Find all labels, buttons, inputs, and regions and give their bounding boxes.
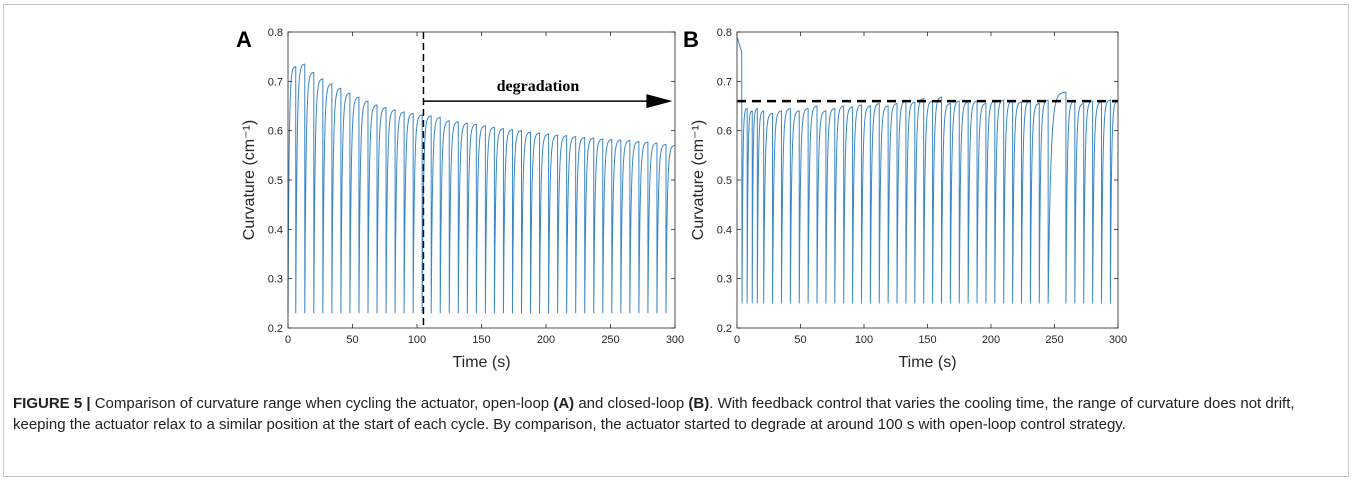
caption-text-1: Comparison of curvature range when cycli… (90, 395, 554, 412)
caption-text-2: and closed-loop (574, 395, 689, 412)
x-tick-label: 300 (1109, 334, 1127, 346)
x-tick-label: 150 (918, 334, 936, 346)
x-tick-label: 200 (982, 334, 1000, 346)
panel-a-chart: degradation 0 50 100 150 200 250 300 0.2 0.3 0.4 0.… (236, 27, 684, 371)
x-tick-label: 0 (285, 334, 291, 346)
caption-ref-b: (B) (688, 395, 710, 412)
figure-frame (3, 4, 1349, 477)
y-tick-label: 0.6 (268, 126, 283, 138)
caption-label: FIGURE 5 | (13, 395, 91, 412)
y-tick-label: 0.4 (717, 224, 732, 236)
x-tick-label: 250 (1045, 334, 1063, 346)
x-tick-label: 100 (855, 334, 873, 346)
y-tick-label: 0.6 (717, 126, 732, 138)
curvature-series-line (287, 63, 676, 314)
panel-label: A (236, 27, 252, 52)
axes-box (287, 31, 676, 329)
x-tick-label: 0 (734, 334, 740, 346)
caption-ref-a: (A) (553, 395, 575, 412)
axes-box (736, 31, 1119, 329)
degradation-arrowhead (646, 94, 673, 109)
x-tick-label: 50 (346, 334, 358, 346)
figure-canvas: degradation 0 50 100 150 200 250 300 0.2 0.3 0.4 0.… (236, 27, 1127, 371)
y-tick-label: 0.2 (717, 323, 732, 335)
y-axis-label: Curvature (cm⁻¹) (690, 120, 707, 240)
y-axis-label: Curvature (cm⁻¹) (241, 120, 258, 240)
y-tick-label: 0.5 (268, 175, 283, 187)
panel-label: B (683, 27, 699, 52)
y-tick-label: 0.8 (268, 27, 283, 39)
y-tick-label: 0.7 (717, 76, 732, 88)
y-tick-label: 0.5 (717, 175, 732, 187)
x-tick-label: 100 (408, 334, 426, 346)
y-tick-label: 0.3 (717, 274, 732, 286)
curvature-series-line (736, 36, 1119, 304)
panel-b-chart: 0 50 100 150 200 250 300 0.2 0.3 0.4 0.5 0.6 0.7 0.8 T… (683, 27, 1127, 371)
x-axis-label: Time (s) (452, 354, 510, 371)
degradation-label: degradation (497, 78, 580, 95)
y-tick-label: 0.3 (268, 274, 283, 286)
caption-text-3: . With feedback control that varies the … (13, 395, 1295, 433)
x-tick-label: 150 (472, 334, 490, 346)
x-axis-label: Time (s) (898, 354, 956, 371)
x-tick-label: 50 (794, 334, 806, 346)
x-tick-label: 250 (601, 334, 619, 346)
figure-caption: FIGURE 5 | Comparison of curvature range… (13, 393, 1338, 435)
x-tick-label: 200 (537, 334, 555, 346)
y-tick-label: 0.8 (717, 27, 732, 39)
y-tick-label: 0.2 (268, 323, 283, 335)
y-tick-label: 0.7 (268, 76, 283, 88)
x-tick-label: 300 (666, 334, 684, 346)
y-tick-label: 0.4 (268, 224, 283, 236)
